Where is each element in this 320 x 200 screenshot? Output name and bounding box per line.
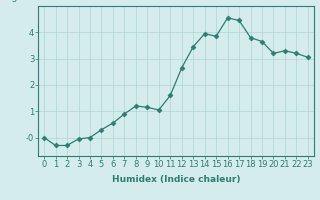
X-axis label: Humidex (Indice chaleur): Humidex (Indice chaleur) — [112, 175, 240, 184]
Text: 5: 5 — [11, 0, 16, 4]
